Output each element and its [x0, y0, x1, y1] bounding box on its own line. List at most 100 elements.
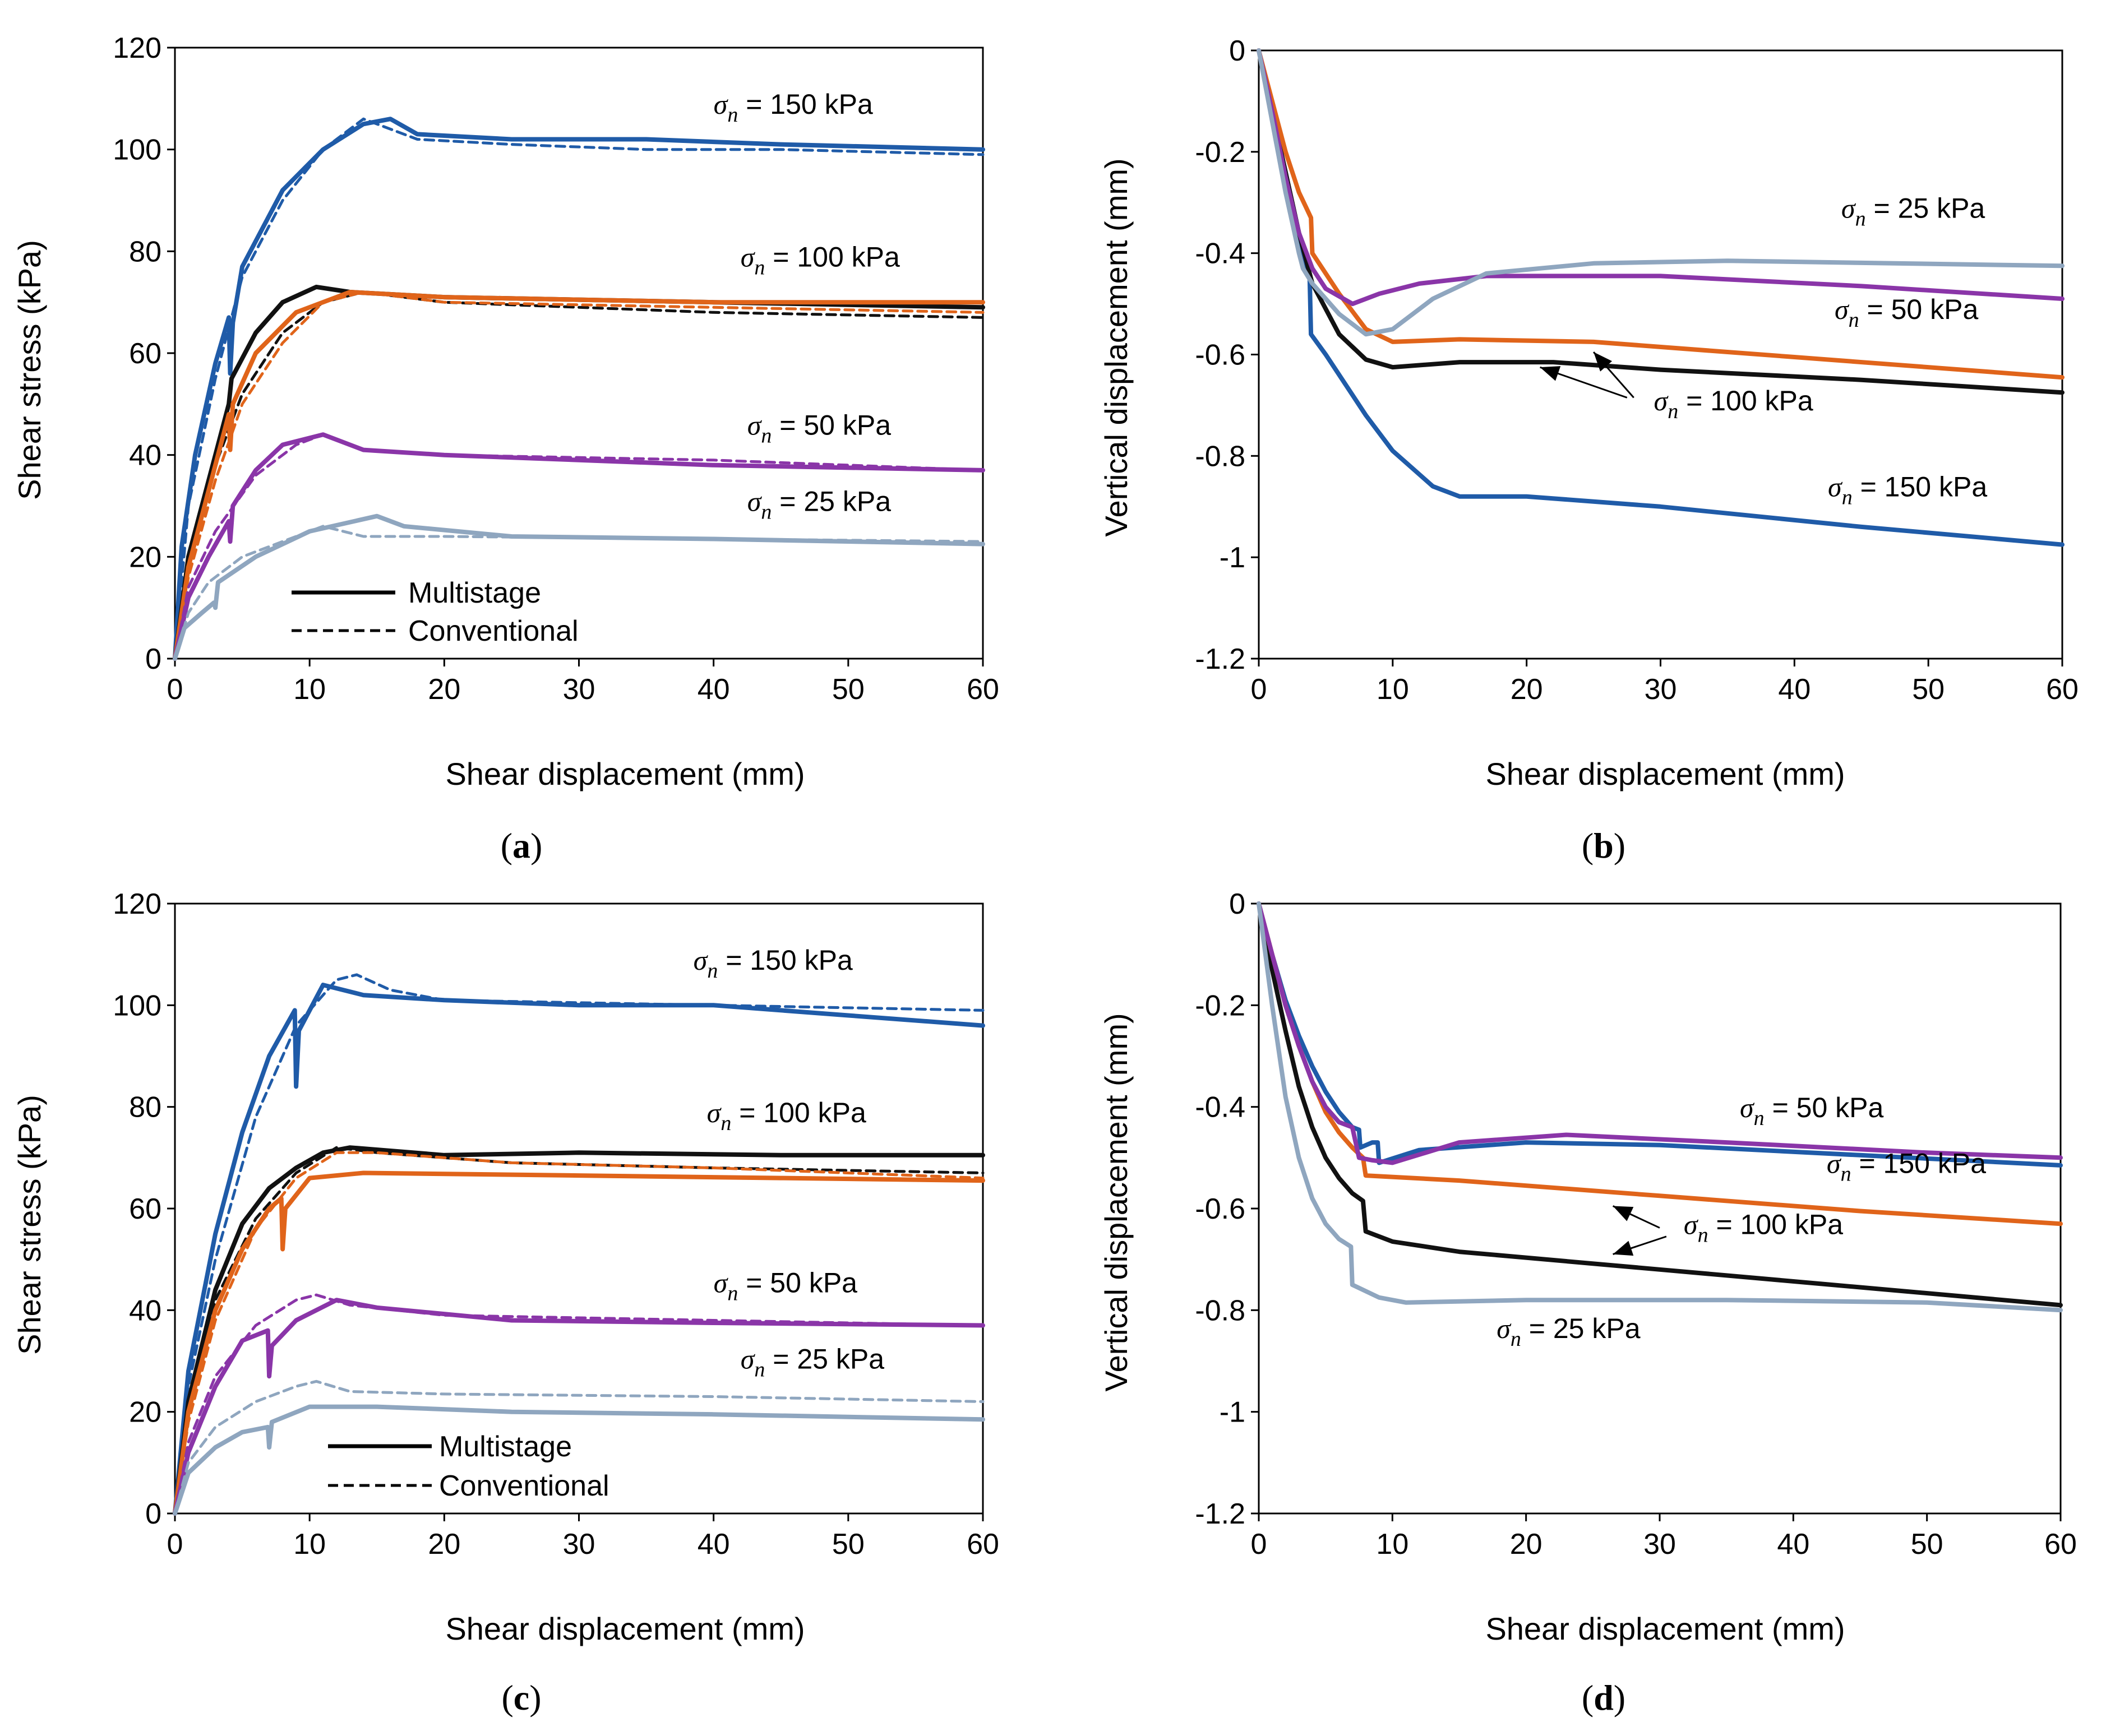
series-line-s150-conventional [173, 973, 985, 1515]
panel-a: Shear displacement (mm) Shear stress (kP… [12, 32, 999, 865]
sigma-symbol: σ [747, 409, 763, 441]
x-tick-label: 20 [1510, 1528, 1542, 1561]
sigma-symbol: σ [1740, 1092, 1755, 1123]
panel-d: Shear displacement (mm) Vertical displac… [1098, 888, 2077, 1718]
sigma-symbol: σ [1684, 1209, 1699, 1240]
y-tick-label: -0.8 [1195, 440, 1245, 473]
x-tick-label: 50 [1911, 1528, 1943, 1561]
sigma-n-annotation: σn = 100 kPa [1684, 1209, 1843, 1247]
series-line-s50-multistage [1257, 901, 2063, 1165]
x-tick-label: 0 [167, 673, 183, 706]
y-tick-label: 0 [1229, 35, 1245, 67]
sigma-symbol: σ [1497, 1313, 1512, 1344]
sigma-n-annotation: σn = 50 kPa [1740, 1092, 1884, 1130]
x-tick-label: 40 [1777, 1528, 1809, 1561]
sigma-n-annotation: σn = 25 kPa [1497, 1313, 1641, 1351]
x-tick-label: 30 [1643, 1528, 1676, 1561]
annotation-value: = 150 kPa [718, 945, 853, 976]
y-tick-label: -0.2 [1195, 136, 1245, 169]
sigma-subscript: n [1849, 308, 1859, 332]
sigma-subscript: n [1668, 400, 1678, 423]
annotation-value: = 25 kPa [772, 486, 891, 517]
x-tick-label: 50 [832, 673, 865, 706]
x-tick-label: 20 [1511, 673, 1543, 706]
panel-c: Shear displacement (mm) Shear stress (kP… [12, 888, 999, 1718]
series-line-s150-multistage [1257, 901, 2063, 1168]
sigma-subscript: n [1841, 1163, 1851, 1186]
x-tick-label: 60 [2046, 673, 2079, 706]
sigma-subscript: n [1511, 1327, 1521, 1351]
sigma-n-annotation: σn = 25 kPa [1841, 192, 1985, 230]
y-tick-label: -0.4 [1195, 238, 1245, 270]
sigma-subscript: n [761, 424, 772, 447]
y-tick-label: -0.6 [1195, 339, 1245, 372]
x-tick-label: 60 [967, 1528, 999, 1561]
sigma-n-annotation: σn = 100 kPa [1654, 385, 1813, 423]
y-tick-label: -0.8 [1195, 1294, 1245, 1327]
panel-b-xlabel: Shear displacement (mm) [1485, 756, 1845, 791]
panel-d-ylabel: Vertical displacement (mm) [1098, 1013, 1134, 1391]
x-tick-label: 60 [967, 673, 999, 706]
sigma-symbol: σ [1654, 385, 1669, 416]
annotation-arrowhead [1613, 1206, 1634, 1221]
y-tick-label: -0.6 [1195, 1193, 1245, 1225]
series-line-s50-multistage [173, 1298, 985, 1516]
y-tick-label: 60 [129, 1193, 161, 1225]
sigma-subscript: n [754, 256, 765, 280]
y-tick-label: 80 [129, 1091, 161, 1124]
y-tick-label: 0 [145, 643, 161, 675]
series-line-s100c-multistage [173, 290, 985, 661]
sigma-symbol: σ [1828, 471, 1843, 503]
y-tick-label: 80 [129, 235, 161, 268]
x-tick-label: 10 [293, 673, 326, 706]
x-tick-label: 40 [698, 673, 730, 706]
annotation-value: = 150 kPa [1853, 471, 1988, 503]
x-tick-label: 0 [167, 1528, 183, 1561]
annotation-value: = 25 kPa [1521, 1313, 1641, 1344]
x-tick-label: 30 [563, 673, 595, 706]
sigma-subscript: n [761, 501, 772, 524]
x-tick-label: 20 [428, 673, 460, 706]
sigma-symbol: σ [741, 242, 756, 273]
sigma-symbol: σ [747, 486, 763, 517]
sigma-subscript: n [754, 1358, 765, 1382]
panel-a-xlabel: Shear displacement (mm) [445, 756, 805, 791]
x-tick-label: 40 [698, 1528, 730, 1561]
series-line-s25-multistage [173, 1404, 985, 1516]
panel-b: Shear displacement (mm) Vertical displac… [1098, 35, 2079, 865]
sigma-n-annotation: σn = 100 kPa [707, 1097, 866, 1135]
series-line-s100c-conventional [173, 290, 985, 660]
sigma-n-annotation: σn = 50 kPa [714, 1267, 858, 1306]
panel-d-xlabel: Shear displacement (mm) [1485, 1611, 1845, 1646]
annotation-arrowhead [1594, 351, 1613, 372]
annotation-value: = 100 kPa [765, 242, 900, 273]
annotation-value: = 150 kPa [1851, 1148, 1987, 1179]
y-tick-label: 120 [113, 32, 161, 64]
sigma-symbol: σ [714, 89, 729, 120]
series-line-s25-conventional [173, 1379, 985, 1515]
y-tick-label: -0.4 [1195, 1091, 1245, 1124]
panel-a-legend: Multistage Conventional [292, 577, 579, 647]
legend-multistage-label: Multistage [408, 577, 541, 609]
y-tick-label: 60 [129, 337, 161, 370]
x-tick-label: 10 [1376, 1528, 1408, 1561]
series-line-s25-conventional [173, 525, 985, 660]
sigma-n-annotation: σn = 25 kPa [741, 1344, 885, 1382]
y-tick-label: -1 [1220, 541, 1245, 574]
annotation-value: = 50 kPa [738, 1267, 857, 1299]
sigma-symbol: σ [1841, 192, 1856, 224]
x-tick-label: 50 [1912, 673, 1945, 706]
sigma-n-annotation: σn = 150 kPa [714, 89, 873, 127]
y-tick-label: 0 [145, 1498, 161, 1530]
series-line-s25-multistage [1257, 901, 2063, 1313]
y-tick-label: -1.2 [1195, 643, 1245, 675]
series-line-s50-conventional [173, 433, 985, 660]
y-tick-label: 40 [129, 439, 161, 472]
series-line-s100m-multistage [1257, 901, 2063, 1308]
annotation-arrowhead [1613, 1240, 1634, 1256]
annotation-arrowhead [1540, 366, 1561, 381]
annotation-value: = 50 kPa [1765, 1092, 1884, 1123]
sigma-subscript: n [727, 1282, 738, 1306]
annotation-value: = 25 kPa [1866, 192, 1985, 224]
